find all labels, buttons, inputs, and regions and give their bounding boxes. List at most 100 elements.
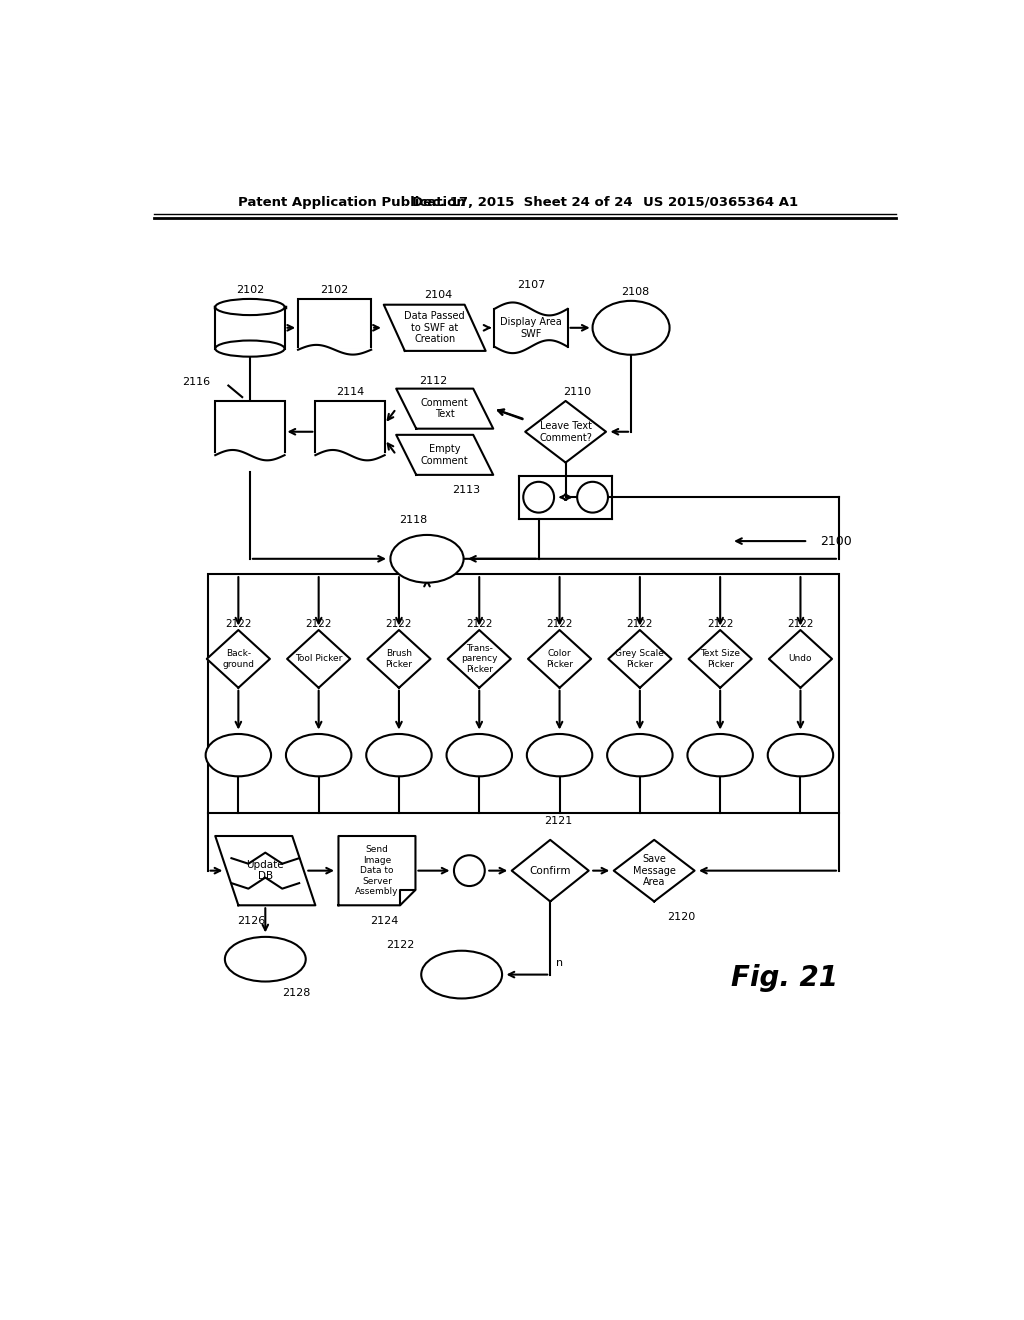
Polygon shape <box>396 388 494 429</box>
Polygon shape <box>528 630 591 688</box>
Text: Fig. 21: Fig. 21 <box>731 965 839 993</box>
Text: Brush
Picker: Brush Picker <box>385 649 413 669</box>
Text: 2108: 2108 <box>621 286 649 297</box>
Text: Update GUI: Update GUI <box>293 751 344 759</box>
Text: Dec. 17, 2015  Sheet 24 of 24: Dec. 17, 2015 Sheet 24 of 24 <box>412 195 632 209</box>
Text: Update GUI: Update GUI <box>397 554 457 564</box>
Polygon shape <box>368 630 430 688</box>
Text: Undo: Undo <box>788 655 812 664</box>
Ellipse shape <box>768 734 834 776</box>
Text: Text Size
Picker: Text Size Picker <box>700 649 740 669</box>
Text: Confirm: Confirm <box>529 866 571 875</box>
Text: Data Passed
to SWF at
Creation: Data Passed to SWF at Creation <box>404 312 465 345</box>
Polygon shape <box>512 840 589 902</box>
Polygon shape <box>495 309 567 347</box>
Text: Display Area
SWF: Display Area SWF <box>500 317 562 339</box>
Polygon shape <box>688 630 752 688</box>
Text: Patent Application Publication: Patent Application Publication <box>239 195 466 209</box>
Text: Update GUI: Update GUI <box>213 751 264 759</box>
Text: Leave Text
Comment?: Leave Text Comment? <box>540 421 592 442</box>
Text: Send
Image
Data to
Server
Assembly: Send Image Data to Server Assembly <box>355 845 398 896</box>
Text: 2122: 2122 <box>627 619 653 628</box>
Text: 2122: 2122 <box>787 619 814 628</box>
Polygon shape <box>287 630 350 688</box>
Text: ASPX Page
(Generate
SWF): ASPX Page (Generate SWF) <box>308 308 360 341</box>
Text: 2121: 2121 <box>544 816 572 825</box>
Text: 2126: 2126 <box>238 916 265 925</box>
Text: Close
Application: Close Application <box>238 948 293 970</box>
Polygon shape <box>495 347 567 355</box>
Polygon shape <box>339 836 416 906</box>
Text: Create
DB
Record: Create DB Record <box>333 413 367 446</box>
Text: Update
DB: Update DB <box>247 859 284 882</box>
Ellipse shape <box>421 950 502 998</box>
Circle shape <box>578 482 608 512</box>
Text: Empty
Comment: Empty Comment <box>421 444 469 466</box>
Ellipse shape <box>390 535 464 582</box>
Polygon shape <box>608 630 672 688</box>
Text: Update GUI: Update GUI <box>774 751 826 759</box>
Polygon shape <box>215 836 315 906</box>
Text: 2122: 2122 <box>547 619 572 628</box>
Ellipse shape <box>215 341 285 356</box>
Text: 2112: 2112 <box>419 376 447 385</box>
Text: 2118: 2118 <box>399 515 427 524</box>
Ellipse shape <box>607 734 673 776</box>
Ellipse shape <box>215 298 285 315</box>
Polygon shape <box>384 305 485 351</box>
Text: 2128: 2128 <box>282 989 310 998</box>
Text: Trans-
parency
Picker: Trans- parency Picker <box>461 644 498 673</box>
Text: Grey Scale
Picker: Grey Scale Picker <box>615 649 665 669</box>
Text: 2102: 2102 <box>236 285 264 294</box>
Bar <box>315 401 385 455</box>
Text: Save
Message
Area: Save Message Area <box>633 854 676 887</box>
Text: 2113: 2113 <box>453 486 480 495</box>
Text: Database
(DB): Database (DB) <box>225 317 274 339</box>
Circle shape <box>523 482 554 512</box>
Text: Comment
Text: Comment Text <box>421 397 469 420</box>
Text: 2100: 2100 <box>819 535 852 548</box>
Ellipse shape <box>367 734 432 776</box>
Text: 2122: 2122 <box>386 619 413 628</box>
Text: 2114: 2114 <box>336 387 365 397</box>
Polygon shape <box>396 434 494 475</box>
Text: n: n <box>589 492 596 502</box>
Text: Color
Picker: Color Picker <box>546 649 573 669</box>
Polygon shape <box>207 630 270 688</box>
Text: 2116: 2116 <box>182 376 210 387</box>
Text: Update GUI: Update GUI <box>454 751 505 759</box>
Text: Back-
ground: Back- ground <box>222 649 254 669</box>
Text: 2122: 2122 <box>386 940 415 949</box>
Text: 2104: 2104 <box>424 290 453 301</box>
Bar <box>298 298 371 350</box>
Text: US 2015/0365364 A1: US 2015/0365364 A1 <box>643 195 798 209</box>
Text: Display GUI: Display GUI <box>601 323 662 333</box>
Polygon shape <box>525 401 606 462</box>
Text: Update GUI: Update GUI <box>614 751 666 759</box>
Ellipse shape <box>446 734 512 776</box>
Text: ASPX Page: ASPX Page <box>222 425 278 434</box>
Bar <box>208 574 839 813</box>
Text: 2102: 2102 <box>321 285 349 294</box>
Polygon shape <box>495 301 567 309</box>
Circle shape <box>454 855 484 886</box>
Polygon shape <box>769 630 833 688</box>
Ellipse shape <box>206 734 271 776</box>
Text: y: y <box>466 866 473 875</box>
Text: Update GUI: Update GUI <box>373 751 425 759</box>
Ellipse shape <box>225 937 306 982</box>
Polygon shape <box>613 840 694 902</box>
Text: Tool Picker: Tool Picker <box>295 655 342 664</box>
Text: 2122: 2122 <box>225 619 252 628</box>
Text: 2120: 2120 <box>667 912 695 921</box>
Ellipse shape <box>286 734 351 776</box>
Ellipse shape <box>593 301 670 355</box>
Text: Update GUI: Update GUI <box>432 970 492 979</box>
Ellipse shape <box>526 734 592 776</box>
Text: 2110: 2110 <box>563 387 591 397</box>
Polygon shape <box>447 630 511 688</box>
Text: 2124: 2124 <box>371 916 398 925</box>
Text: 2122: 2122 <box>466 619 493 628</box>
Text: 2122: 2122 <box>305 619 332 628</box>
Text: n: n <box>556 958 563 968</box>
